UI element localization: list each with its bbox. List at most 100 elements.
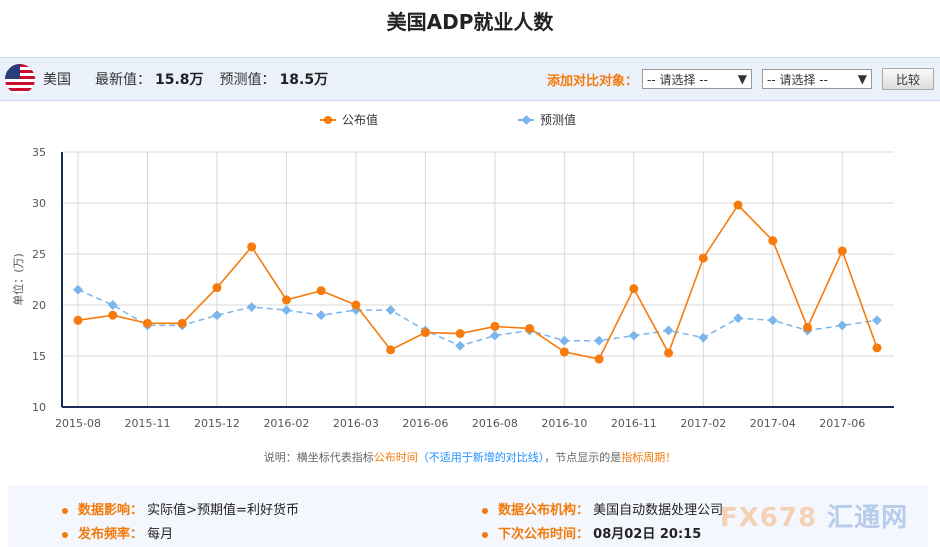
forecast-point xyxy=(767,315,778,326)
compare-select-2[interactable]: -- 请选择 -- ▼ xyxy=(762,69,872,89)
country-name: 美国 xyxy=(43,72,71,88)
note-text: （不适用于新增的对比线） xyxy=(417,451,545,464)
published-point xyxy=(837,246,847,256)
published-point xyxy=(142,318,152,328)
note-text: 说明：横坐标代表指标 xyxy=(263,451,374,464)
forecast-point xyxy=(628,330,639,341)
next-release-item: 下次公布时间： 08月02日 20:15 xyxy=(482,523,701,542)
published-point xyxy=(108,310,118,320)
x-tick-label: 2016-08 xyxy=(472,417,518,430)
published-point xyxy=(629,284,639,294)
published-point xyxy=(733,200,743,210)
forecast-point xyxy=(489,330,500,341)
forecast-point xyxy=(246,302,257,312)
published-point xyxy=(212,283,222,293)
x-tick-label: 2016-02 xyxy=(263,417,309,430)
forecast-point xyxy=(837,320,848,331)
x-tick-label: 2016-10 xyxy=(541,417,587,430)
dropdown-arrow-icon: ▼ xyxy=(857,72,867,86)
next-release-label: 下次公布时间： xyxy=(498,527,590,542)
forecast-label: 预测值： xyxy=(219,72,276,88)
series-line-forecast xyxy=(77,289,878,347)
y-tick-label: 10 xyxy=(32,401,46,414)
published-point xyxy=(455,329,465,339)
us-flag-icon xyxy=(5,64,35,94)
y-tick-label: 20 xyxy=(32,299,46,312)
forecast-point xyxy=(559,335,570,346)
legend-label: 公布值 xyxy=(342,112,378,127)
dropdown-arrow-icon: ▼ xyxy=(737,72,747,86)
x-tick-label: 2017-02 xyxy=(680,417,726,430)
published-point xyxy=(490,321,500,331)
published-point xyxy=(664,348,674,358)
published-point xyxy=(698,253,708,263)
forecast-point xyxy=(212,310,222,321)
forecast-point xyxy=(872,315,882,326)
select-1-value: -- 请选择 -- xyxy=(647,72,708,87)
org-item: 数据公布机构： 美国自动数据处理公司 xyxy=(482,499,723,518)
published-point xyxy=(559,347,569,357)
legend-label: 预测值 xyxy=(540,112,576,127)
compare-label: 添加对比对象： xyxy=(546,73,638,89)
published-point xyxy=(768,236,778,246)
published-point xyxy=(525,323,535,333)
x-tick-label: 2015-11 xyxy=(124,417,170,430)
published-point xyxy=(386,345,396,355)
y-tick-label: 30 xyxy=(32,197,46,210)
note-text: 公布时间 xyxy=(373,451,418,464)
forecast-point xyxy=(698,332,709,343)
x-tick-label: 2016-06 xyxy=(402,417,448,430)
chart-note: 说明：横坐标代表指标公布时间（不适用于新增的对比线），节点显示的是指标周期！ xyxy=(0,449,940,465)
forecast-point xyxy=(316,310,327,321)
footer-panel xyxy=(8,485,928,547)
published-point xyxy=(420,328,430,338)
legend-marker-icon xyxy=(521,115,532,125)
line-chart: 10 15 20 25 30 35 2015-08 2015-11 2015-12 2016-02… xyxy=(11,112,894,430)
select-2-value: -- 请选择 -- xyxy=(767,72,828,87)
forecast-point xyxy=(281,305,292,316)
note-text: ！ xyxy=(665,451,677,464)
note-text: 指标周期 xyxy=(621,451,666,464)
latest-value: 15.8万 xyxy=(155,72,204,88)
latest-label: 最新值： xyxy=(95,72,151,88)
published-point xyxy=(872,343,882,353)
fx678-logo-watermark: FX678 汇通网 xyxy=(720,503,909,533)
frequency-label: 发布频率： xyxy=(78,527,144,542)
published-point xyxy=(351,300,361,310)
page-title: 美国ADP就业人数 xyxy=(386,10,554,34)
impact-value: 实际值>预期值=利好货币 xyxy=(147,503,299,518)
info-bar: 美国 最新值： 15.8万 预测值： 18.5万 添加对比对象： -- 请选择 … xyxy=(0,57,940,101)
published-point xyxy=(594,354,604,364)
x-tick-label: 2015-08 xyxy=(55,417,101,430)
x-tick-label: 2016-03 xyxy=(333,417,379,430)
legend-marker-icon xyxy=(324,116,332,124)
y-tick-label: 25 xyxy=(32,248,46,261)
series-line-published xyxy=(77,203,878,360)
y-axis-label: 单位：(万) xyxy=(11,253,25,306)
y-tick-label: 15 xyxy=(32,350,46,363)
x-tick-label: 2016-11 xyxy=(611,417,657,430)
x-tick-label: 2017-06 xyxy=(819,417,865,430)
impact-item: 数据影响： 实际值>预期值=利好货币 xyxy=(62,499,299,518)
frequency-item: 发布频率： 每月 xyxy=(62,523,173,542)
impact-label: 数据影响： xyxy=(78,503,144,518)
note-text: ，节点显示的是 xyxy=(544,451,622,464)
next-release-value: 08月02日 20:15 xyxy=(593,527,702,542)
compare-button[interactable]: 比较 xyxy=(882,68,934,90)
y-tick-label: 35 xyxy=(32,146,46,159)
published-point xyxy=(803,322,813,332)
published-point xyxy=(177,318,187,328)
published-point xyxy=(73,315,83,325)
compare-select-1[interactable]: -- 请选择 -- ▼ xyxy=(642,69,752,89)
forecast-point xyxy=(455,340,466,351)
x-tick-label: 2017-04 xyxy=(750,417,796,430)
forecast-point xyxy=(385,305,396,316)
published-point xyxy=(316,286,326,296)
forecast-value: 18.5万 xyxy=(279,72,329,88)
x-tick-label: 2015-12 xyxy=(194,417,240,430)
org-value: 美国自动数据处理公司 xyxy=(593,503,724,518)
published-point xyxy=(281,295,291,305)
org-label: 数据公布机构： xyxy=(498,503,590,518)
forecast-point xyxy=(733,313,743,324)
forecast-point xyxy=(594,335,605,346)
